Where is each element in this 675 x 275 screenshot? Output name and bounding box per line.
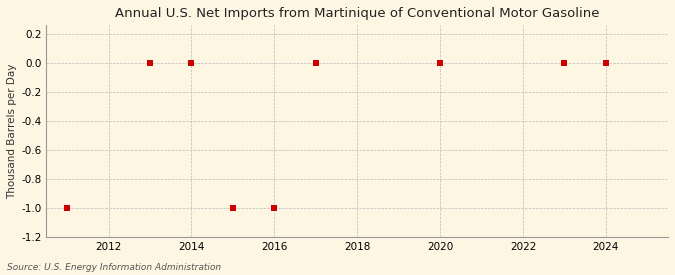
Y-axis label: Thousand Barrels per Day: Thousand Barrels per Day <box>7 63 17 199</box>
Point <box>559 61 570 65</box>
Point <box>144 61 155 65</box>
Point <box>435 61 446 65</box>
Point <box>269 205 279 210</box>
Point <box>310 61 321 65</box>
Text: Source: U.S. Energy Information Administration: Source: U.S. Energy Information Administ… <box>7 263 221 272</box>
Point <box>186 61 197 65</box>
Point <box>61 205 72 210</box>
Title: Annual U.S. Net Imports from Martinique of Conventional Motor Gasoline: Annual U.S. Net Imports from Martinique … <box>115 7 599 20</box>
Point <box>601 61 612 65</box>
Point <box>227 205 238 210</box>
